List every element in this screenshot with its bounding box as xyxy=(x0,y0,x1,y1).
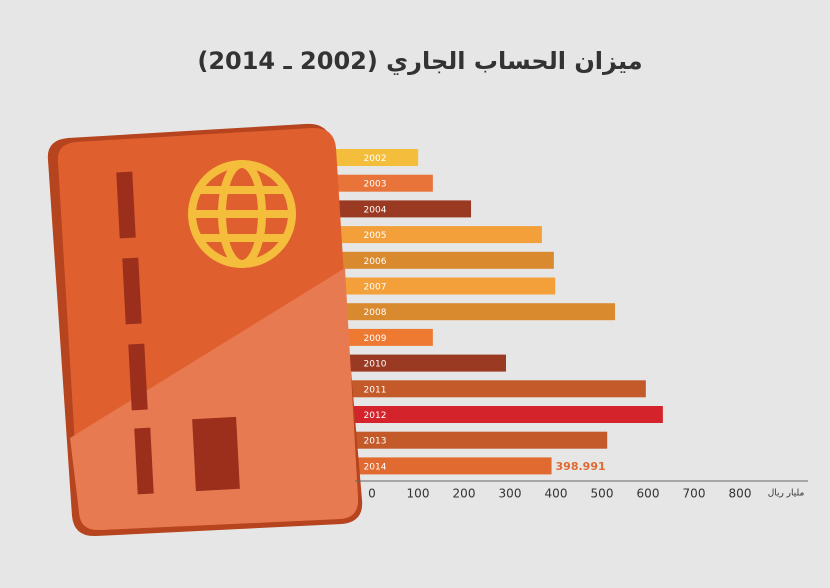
bar xyxy=(300,277,556,295)
bar xyxy=(300,380,646,398)
bar xyxy=(300,226,542,244)
bar xyxy=(300,251,554,269)
bar-category-label: 2008 xyxy=(364,308,387,318)
globe-icon xyxy=(188,160,296,268)
x-axis: مليار ريال 0 100 200 300 400 500 600 700 800 xyxy=(355,480,808,501)
bar xyxy=(300,457,552,475)
bar-category-label: 2013 xyxy=(364,437,387,447)
card-chip xyxy=(192,416,240,492)
x-tick-label: 200 xyxy=(453,487,476,501)
x-tick-label: 700 xyxy=(683,487,706,501)
x-tick-label: 600 xyxy=(637,487,660,501)
card-stripe xyxy=(122,257,142,325)
bar-category-label: 2004 xyxy=(364,205,387,215)
x-tick-label: 800 xyxy=(729,487,752,501)
x-tick-label: 300 xyxy=(499,487,522,501)
x-tick-label: 0 xyxy=(368,487,376,501)
chart-title: ميزان الحساب الجاري (2002 ـ 2014) xyxy=(197,47,642,75)
x-tick-label: 500 xyxy=(591,487,614,501)
bar-category-label: 2010 xyxy=(364,360,387,370)
bar xyxy=(300,200,472,218)
card xyxy=(47,123,363,537)
bar-category-label: 2009 xyxy=(364,334,387,344)
bar-category-label: 2005 xyxy=(364,231,387,241)
bar-category-label: 2003 xyxy=(364,180,387,190)
bar xyxy=(300,303,616,321)
bar xyxy=(300,406,663,423)
x-tick-label: 400 xyxy=(545,487,568,501)
bar-category-label: 2011 xyxy=(364,385,387,395)
axis-unit: مليار ريال xyxy=(768,489,805,499)
bars: 2002 2003 2004 2005 2006 2007 2008 2009 2010 2011… xyxy=(300,149,663,475)
bar xyxy=(300,431,608,449)
bar-category-label: 2012 xyxy=(364,411,387,421)
x-tick-label: 100 xyxy=(407,487,430,501)
card-stripe xyxy=(128,343,148,411)
bar xyxy=(300,354,506,372)
bar-category-label: 2006 xyxy=(364,257,387,267)
card-stripe xyxy=(134,427,154,495)
bar-category-label: 2014 xyxy=(364,462,387,472)
bar-category-label: 2007 xyxy=(364,283,387,293)
card-stripe xyxy=(116,171,136,239)
bar-category-label: 2002 xyxy=(364,154,387,164)
value-label: 398.991 xyxy=(556,460,606,473)
